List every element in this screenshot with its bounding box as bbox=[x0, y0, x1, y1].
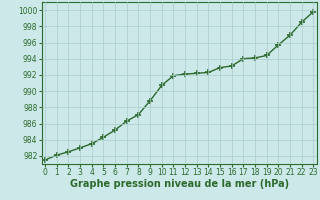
X-axis label: Graphe pression niveau de la mer (hPa): Graphe pression niveau de la mer (hPa) bbox=[70, 179, 289, 189]
